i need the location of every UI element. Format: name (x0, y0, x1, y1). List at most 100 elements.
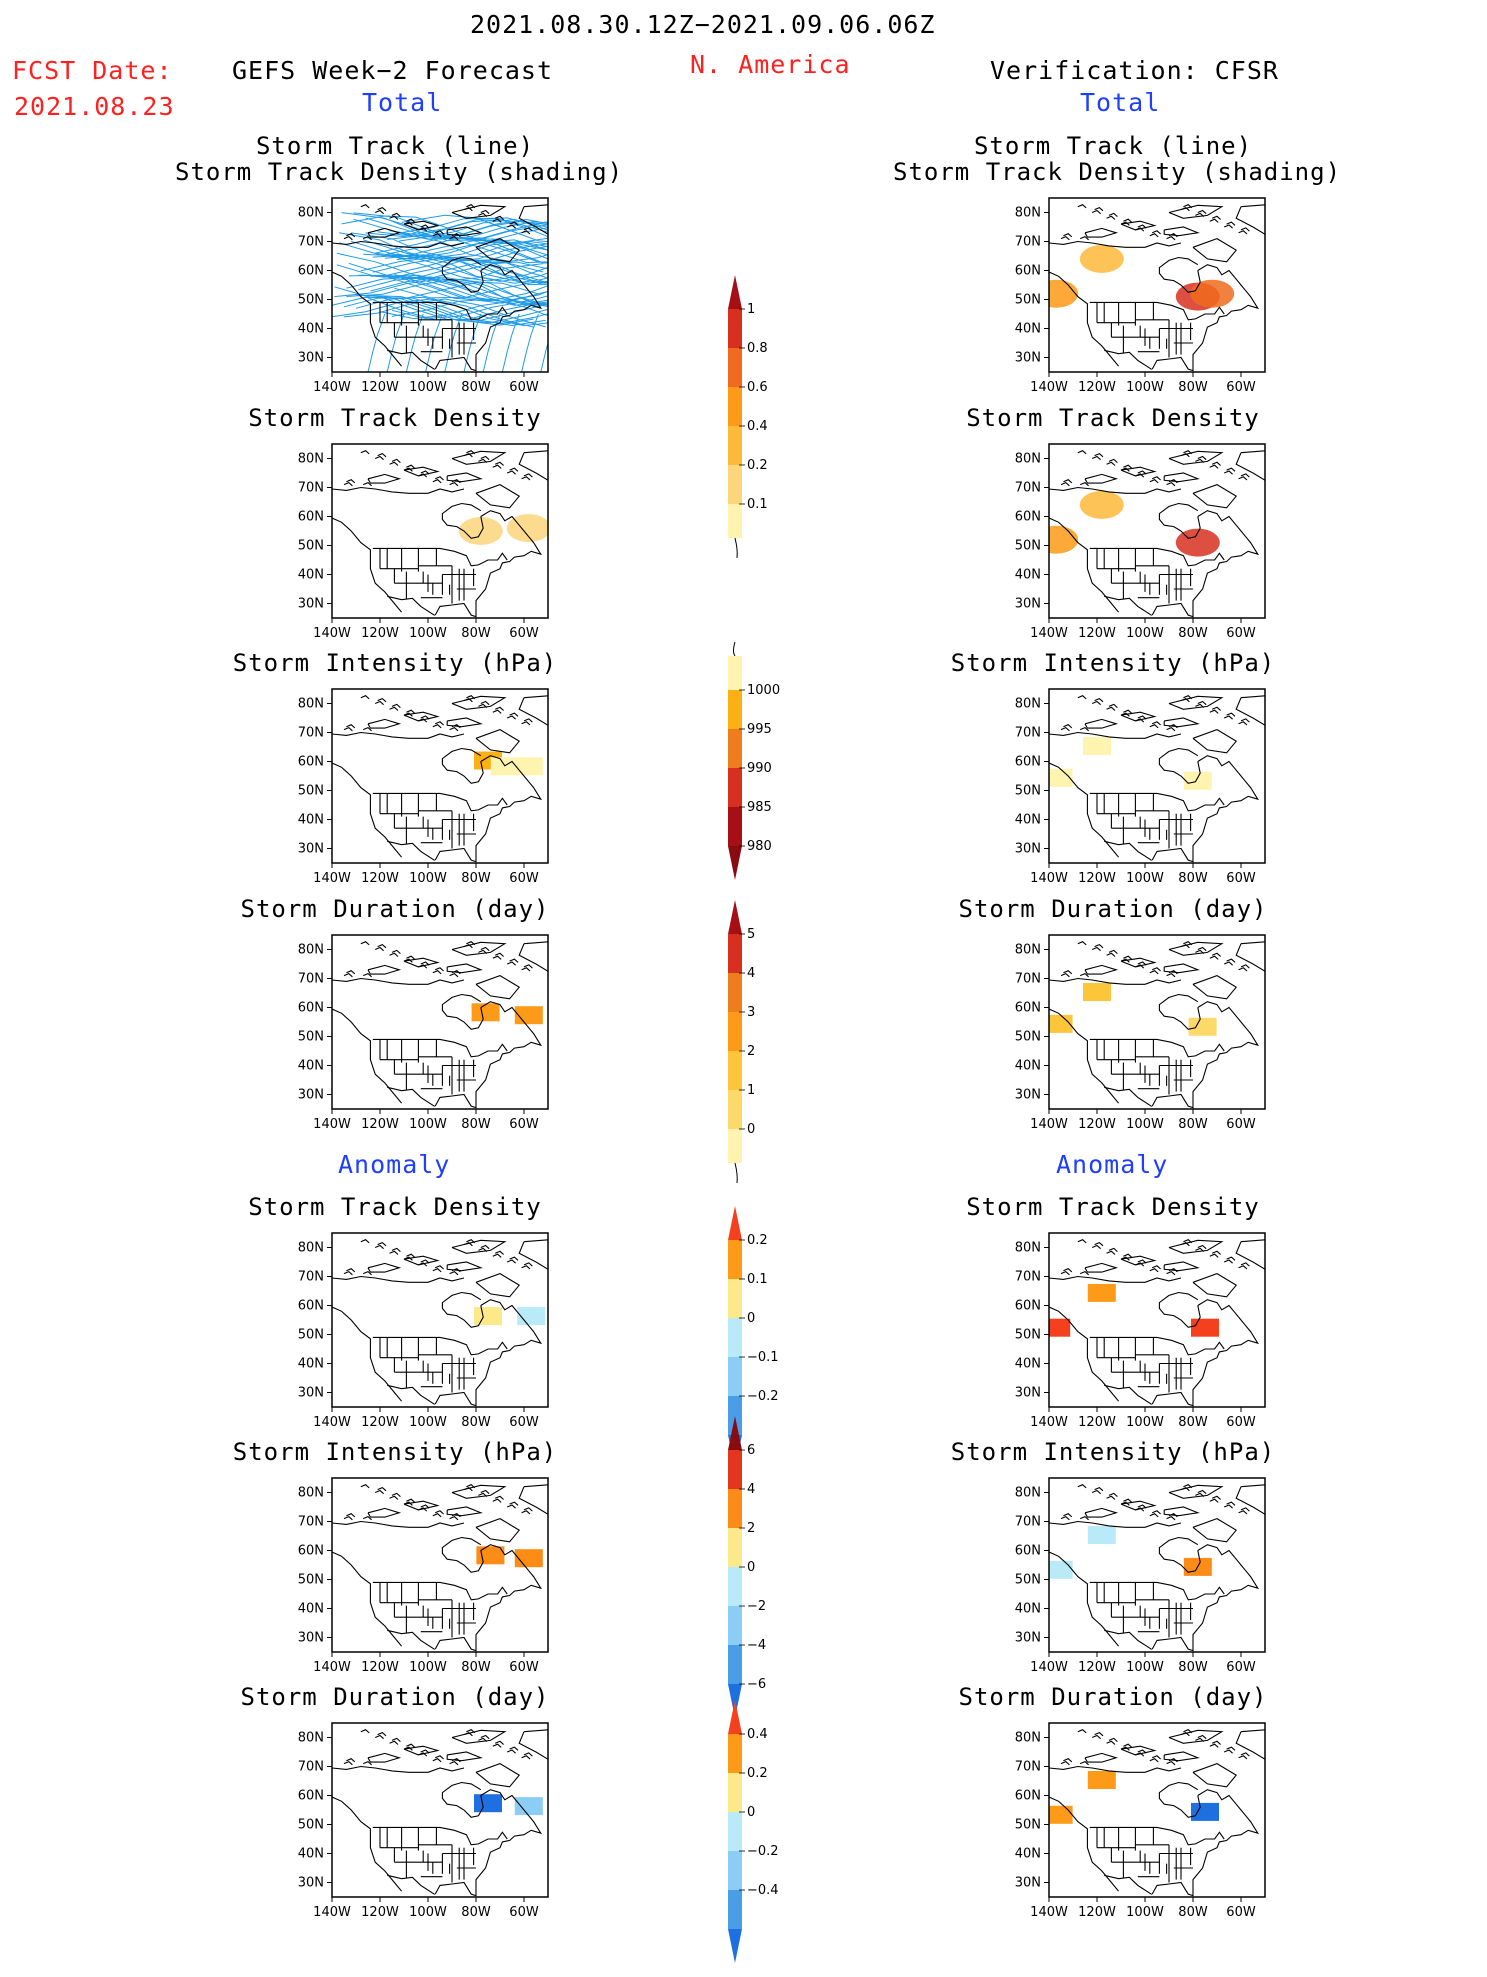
lat-tick-label: 70N (1015, 972, 1041, 987)
title-gefs-track-line: Storm Track (line) (255, 132, 535, 160)
lat-tick-label: 80N (1015, 1486, 1041, 1501)
lon-tick-label: 140W (313, 626, 351, 641)
lon-tick-label: 80W (1178, 1905, 1208, 1920)
lon-tick-label: 60W (1226, 1905, 1256, 1920)
lon-tick-label: 80W (1178, 1415, 1208, 1430)
map-outline (1049, 695, 1265, 863)
lat-tick-label: 70N (1015, 1270, 1041, 1285)
lat-tick-label: 80N (298, 1486, 324, 1501)
title-gefs-anom-intensity: Storm Intensity (hPa) (232, 1438, 558, 1466)
fcst-date-value: 2021.08.23 (14, 92, 175, 121)
lat-tick-label: 60N (298, 510, 324, 525)
lon-tick-label: 140W (1030, 871, 1068, 886)
colorbar-label: 0.2 (747, 1766, 768, 1781)
colorbar-label: 2 (747, 1521, 755, 1536)
lon-tick-label: 120W (1078, 1660, 1116, 1675)
map-outline (1049, 1484, 1265, 1652)
colorbar-duration-total: 5 4 3 2 1 0 (726, 890, 806, 1184)
colorbar-segment (728, 1734, 742, 1773)
lon-tick-label: 140W (313, 1660, 351, 1675)
map-outline (1049, 1239, 1265, 1407)
title-gefs-track-shading: Storm Track Density (shading) (175, 158, 624, 186)
colorbar-segment (728, 690, 742, 729)
lon-tick-label: 60W (509, 1905, 539, 1920)
lat-tick-label: 50N (298, 1573, 324, 1588)
colorbar-intensity-anom: 6 4 2 0 −2 −4 −6 (726, 1406, 806, 1732)
lat-tick-label: 70N (298, 1515, 324, 1530)
colorbar-segment (728, 1012, 742, 1051)
colorbar-label: 0 (747, 1805, 755, 1820)
colorbar-label: −0.4 (747, 1883, 779, 1898)
lat-tick-label: 80N (298, 206, 324, 221)
map-outline (332, 941, 548, 1109)
lon-tick-label: 100W (1126, 626, 1164, 641)
colorbar-segment (728, 900, 742, 934)
lat-tick-label: 40N (298, 813, 324, 828)
map-gefs-anom-density: 80N 70N 60N 50N 40N 30N 140W 120W 100W 80W 60W (284, 1229, 570, 1437)
colorbar-segment (728, 768, 742, 807)
lon-tick-label: 60W (1226, 1415, 1256, 1430)
lat-tick-label: 30N (1015, 1386, 1041, 1401)
colorbar-label: 0.8 (747, 341, 768, 356)
lat-tick-label: 80N (1015, 206, 1041, 221)
map-frame (331, 1477, 549, 1653)
colorbar-label: 4 (747, 966, 755, 981)
lon-tick-label: 80W (1178, 1117, 1208, 1132)
colorbar-label: 1000 (747, 683, 780, 698)
map-outline (1049, 204, 1265, 372)
title-cfsr-track-shading: Storm Track Density (shading) (893, 158, 1342, 186)
anomaly-left-label: Anomaly (338, 1150, 451, 1179)
lat-tick-label: 30N (1015, 1631, 1041, 1646)
lon-tick-label: 120W (1078, 1415, 1116, 1430)
colorbar-label: 0 (747, 1311, 755, 1326)
lon-tick-label: 80W (1178, 871, 1208, 886)
colorbar-label: 0.2 (747, 458, 768, 473)
lat-tick-label: 80N (298, 1731, 324, 1746)
lat-tick-label: 80N (1015, 1241, 1041, 1256)
lon-tick-label: 120W (361, 1117, 399, 1132)
left-column-title: GEFS Week−2 Forecast (232, 56, 554, 85)
lat-tick-label: 60N (1015, 1544, 1041, 1559)
lat-tick-label: 60N (298, 1789, 324, 1804)
right-column-title: Verification: CFSR (990, 56, 1279, 85)
lat-tick-label: 70N (298, 481, 324, 496)
colorbar-segment (728, 1645, 742, 1684)
colorbar-segment (728, 729, 742, 768)
map-gefs-total-duration: 80N 70N 60N 50N 40N 30N 140W 120W 100W 80W 60W (284, 931, 570, 1139)
map-outline (332, 204, 548, 372)
lon-tick-label: 120W (361, 626, 399, 641)
grid-cell (476, 1546, 505, 1565)
lat-tick-label: 60N (1015, 1299, 1041, 1314)
lat-tick-label: 70N (1015, 481, 1041, 496)
map-frame (331, 197, 549, 373)
lat-tick-label: 60N (298, 264, 324, 279)
lat-tick-label: 50N (298, 1030, 324, 1045)
region-title: N. America (690, 50, 851, 79)
colorbar-label: 995 (747, 722, 772, 737)
lon-tick-label: 120W (361, 1415, 399, 1430)
lat-tick-label: 40N (1015, 322, 1041, 337)
lon-tick-label: 120W (361, 380, 399, 395)
lat-tick-label: 40N (1015, 813, 1041, 828)
lat-tick-label: 80N (1015, 697, 1041, 712)
grid-cell (1083, 737, 1111, 755)
lon-tick-label: 120W (1078, 1117, 1116, 1132)
colorbar-label: −0.1 (747, 1350, 779, 1365)
colorbar-label: 0.4 (747, 1727, 768, 1742)
lat-tick-label: 70N (1015, 1515, 1041, 1530)
colorbar-segment (728, 1812, 742, 1851)
colorbar-label: 990 (747, 761, 772, 776)
lat-tick-label: 70N (298, 972, 324, 987)
density-cell (1049, 525, 1079, 554)
colorbar-segment (728, 1129, 742, 1163)
lon-tick-label: 60W (509, 1660, 539, 1675)
lon-tick-label: 60W (1226, 1660, 1256, 1675)
grid-cell (1049, 1805, 1073, 1824)
period-title: 2021.08.30.12Z−2021.09.06.06Z (470, 10, 936, 39)
lon-tick-label: 120W (361, 1660, 399, 1675)
lat-tick-label: 40N (298, 1847, 324, 1862)
lon-tick-label: 60W (509, 626, 539, 641)
grid-cell (514, 1797, 543, 1816)
lon-tick-label: 100W (409, 1117, 447, 1132)
lat-tick-label: 80N (298, 943, 324, 958)
